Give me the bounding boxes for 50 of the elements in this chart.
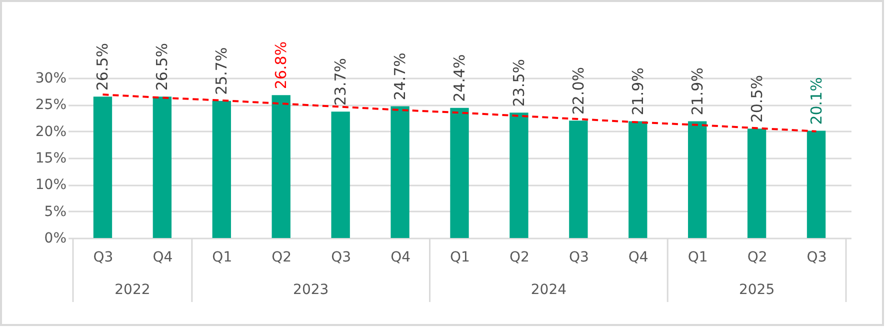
data-label: 26.5% — [153, 43, 172, 91]
text: 2022 — [114, 282, 150, 298]
bar — [93, 96, 112, 238]
x-tick-label: Q4 — [390, 250, 411, 266]
text: 2024 — [530, 282, 567, 298]
data-label: 23.5% — [510, 59, 528, 107]
bar — [628, 121, 648, 238]
bar — [806, 130, 826, 238]
x-tick-label: Q2 — [509, 250, 530, 266]
data-label: 21.9% — [628, 68, 647, 116]
data-label: 24.7% — [391, 52, 410, 100]
text: 2023 — [293, 282, 329, 298]
bar — [747, 128, 766, 238]
bar — [569, 120, 588, 238]
x-tick-label: Q2 — [747, 250, 768, 266]
bar — [272, 95, 290, 238]
bar — [390, 106, 410, 238]
x-tick-label: Q4 — [152, 250, 173, 266]
bar — [510, 112, 528, 238]
bar — [450, 108, 469, 238]
bar — [212, 100, 231, 238]
y-tick-label: 20% — [35, 124, 66, 140]
bar — [331, 112, 350, 238]
data-label: 20.5% — [748, 75, 766, 123]
x-tick-label: Q3 — [331, 250, 352, 266]
bar — [688, 121, 707, 238]
data-label: 24.4% — [450, 54, 468, 102]
y-tick-label: 5% — [44, 204, 66, 220]
data-label: 21.9% — [688, 68, 706, 116]
data-label: 26.8% — [272, 41, 290, 90]
x-tick-label: Q3 — [568, 250, 589, 266]
bar — [152, 96, 172, 238]
y-tick-label: 30% — [35, 70, 66, 86]
x-tick-label: Q3 — [93, 250, 114, 266]
data-label: 22.0% — [569, 67, 588, 115]
data-label: 20.1% — [807, 77, 826, 125]
y-tick-label: 0% — [44, 230, 66, 246]
data-label: 25.7% — [212, 47, 231, 95]
y-tick-label: 25% — [35, 97, 66, 114]
x-tick-label: Q1 — [688, 250, 708, 266]
y-tick-label: 10% — [35, 177, 66, 194]
x-tick-label: Q1 — [212, 250, 232, 266]
x-tick-label: Q1 — [450, 250, 470, 266]
x-tick-label: Q2 — [272, 250, 292, 266]
x-tick-label: Q3 — [806, 250, 827, 266]
data-label: 23.7% — [332, 58, 350, 106]
data-label: 26.5% — [94, 43, 112, 91]
x-tick-label: Q4 — [628, 250, 648, 266]
y-tick-label: 15% — [35, 150, 66, 166]
text: 2025 — [738, 282, 775, 298]
